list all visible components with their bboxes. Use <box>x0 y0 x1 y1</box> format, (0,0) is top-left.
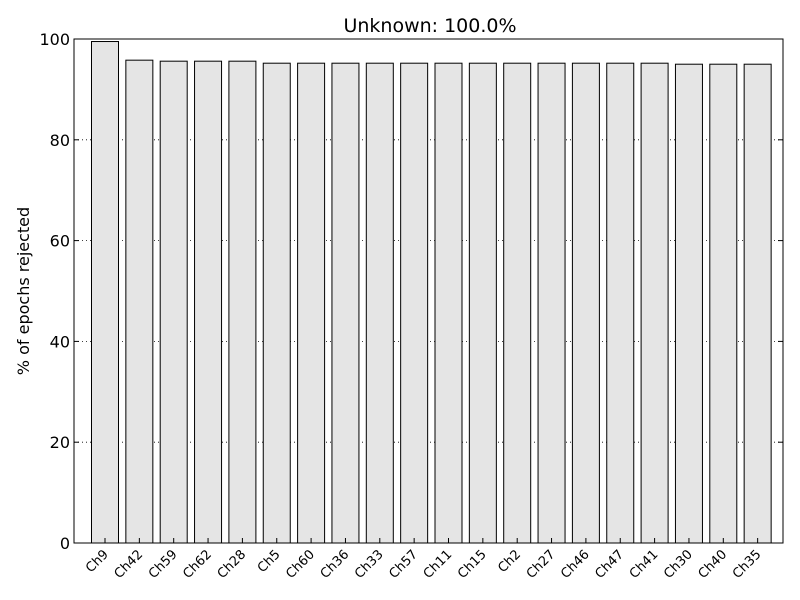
x-tick-label: Ch40 <box>696 547 731 582</box>
bar-ch57 <box>400 62 429 544</box>
y-axis-ticks: 0 20 40 60 80 100 <box>39 30 783 553</box>
bar-ch11 <box>434 62 463 544</box>
y-tick-label: 80 <box>50 131 70 150</box>
x-tick-label: Ch9 <box>83 547 112 576</box>
bar-ch2 <box>503 62 532 544</box>
bar-ch42 <box>125 59 154 544</box>
bar-ch47 <box>606 62 635 544</box>
x-tick-label: Ch42 <box>112 547 147 582</box>
bar-ch35 <box>743 63 772 544</box>
x-tick-label: Ch57 <box>386 547 421 582</box>
plot-frame <box>73 38 784 544</box>
x-tick-label: Ch30 <box>661 547 696 582</box>
bar-ch40 <box>709 63 738 544</box>
x-tick-label: Ch33 <box>352 547 387 582</box>
bar-ch9 <box>91 41 119 544</box>
bar-ch59 <box>159 60 188 544</box>
bar-ch62 <box>194 60 223 544</box>
x-tick-label: Ch47 <box>593 547 628 582</box>
x-tick-label: Ch36 <box>318 547 353 582</box>
bar-ch5 <box>262 62 291 544</box>
x-tick-label: Ch46 <box>558 547 593 582</box>
bar-ch60 <box>297 62 326 544</box>
bar-ch41 <box>640 62 669 544</box>
x-tick-label: Ch60 <box>283 547 318 582</box>
y-tick-label: 60 <box>50 232 70 251</box>
x-tick-label: Ch41 <box>627 547 662 582</box>
x-tick-label: Ch28 <box>215 547 250 582</box>
bar-ch15 <box>468 62 497 544</box>
x-tick-label: Ch15 <box>455 547 490 582</box>
x-axis-ticks: Ch9 Ch42 Ch59 Ch62 Ch28 Ch5 Ch60 Ch36 Ch33 Ch57 Ch… <box>83 538 764 582</box>
x-tick-label: Ch11 <box>421 547 456 582</box>
bars <box>91 41 772 544</box>
x-tick-label: Ch2 <box>495 547 524 576</box>
x-tick-label: Ch62 <box>180 547 215 582</box>
y-tick-label: 40 <box>50 332 70 351</box>
y-axis-label: % of epochs rejected <box>14 207 33 375</box>
bar-ch27 <box>537 62 566 544</box>
bar-ch28 <box>228 60 257 544</box>
x-tick-label: Ch27 <box>524 547 559 582</box>
bar-ch36 <box>331 62 360 544</box>
y-tick-label: 0 <box>60 534 70 553</box>
x-tick-label: Ch35 <box>730 547 765 582</box>
y-tick-label: 20 <box>50 433 70 452</box>
x-tick-label: Ch59 <box>146 547 181 582</box>
chart-title: Unknown: 100.0% <box>343 15 516 37</box>
x-tick-label: Ch5 <box>255 547 284 576</box>
bar-ch46 <box>571 62 600 544</box>
bar-ch30 <box>674 63 703 544</box>
y-tick-label: 100 <box>39 30 70 49</box>
bar-ch33 <box>365 62 394 544</box>
